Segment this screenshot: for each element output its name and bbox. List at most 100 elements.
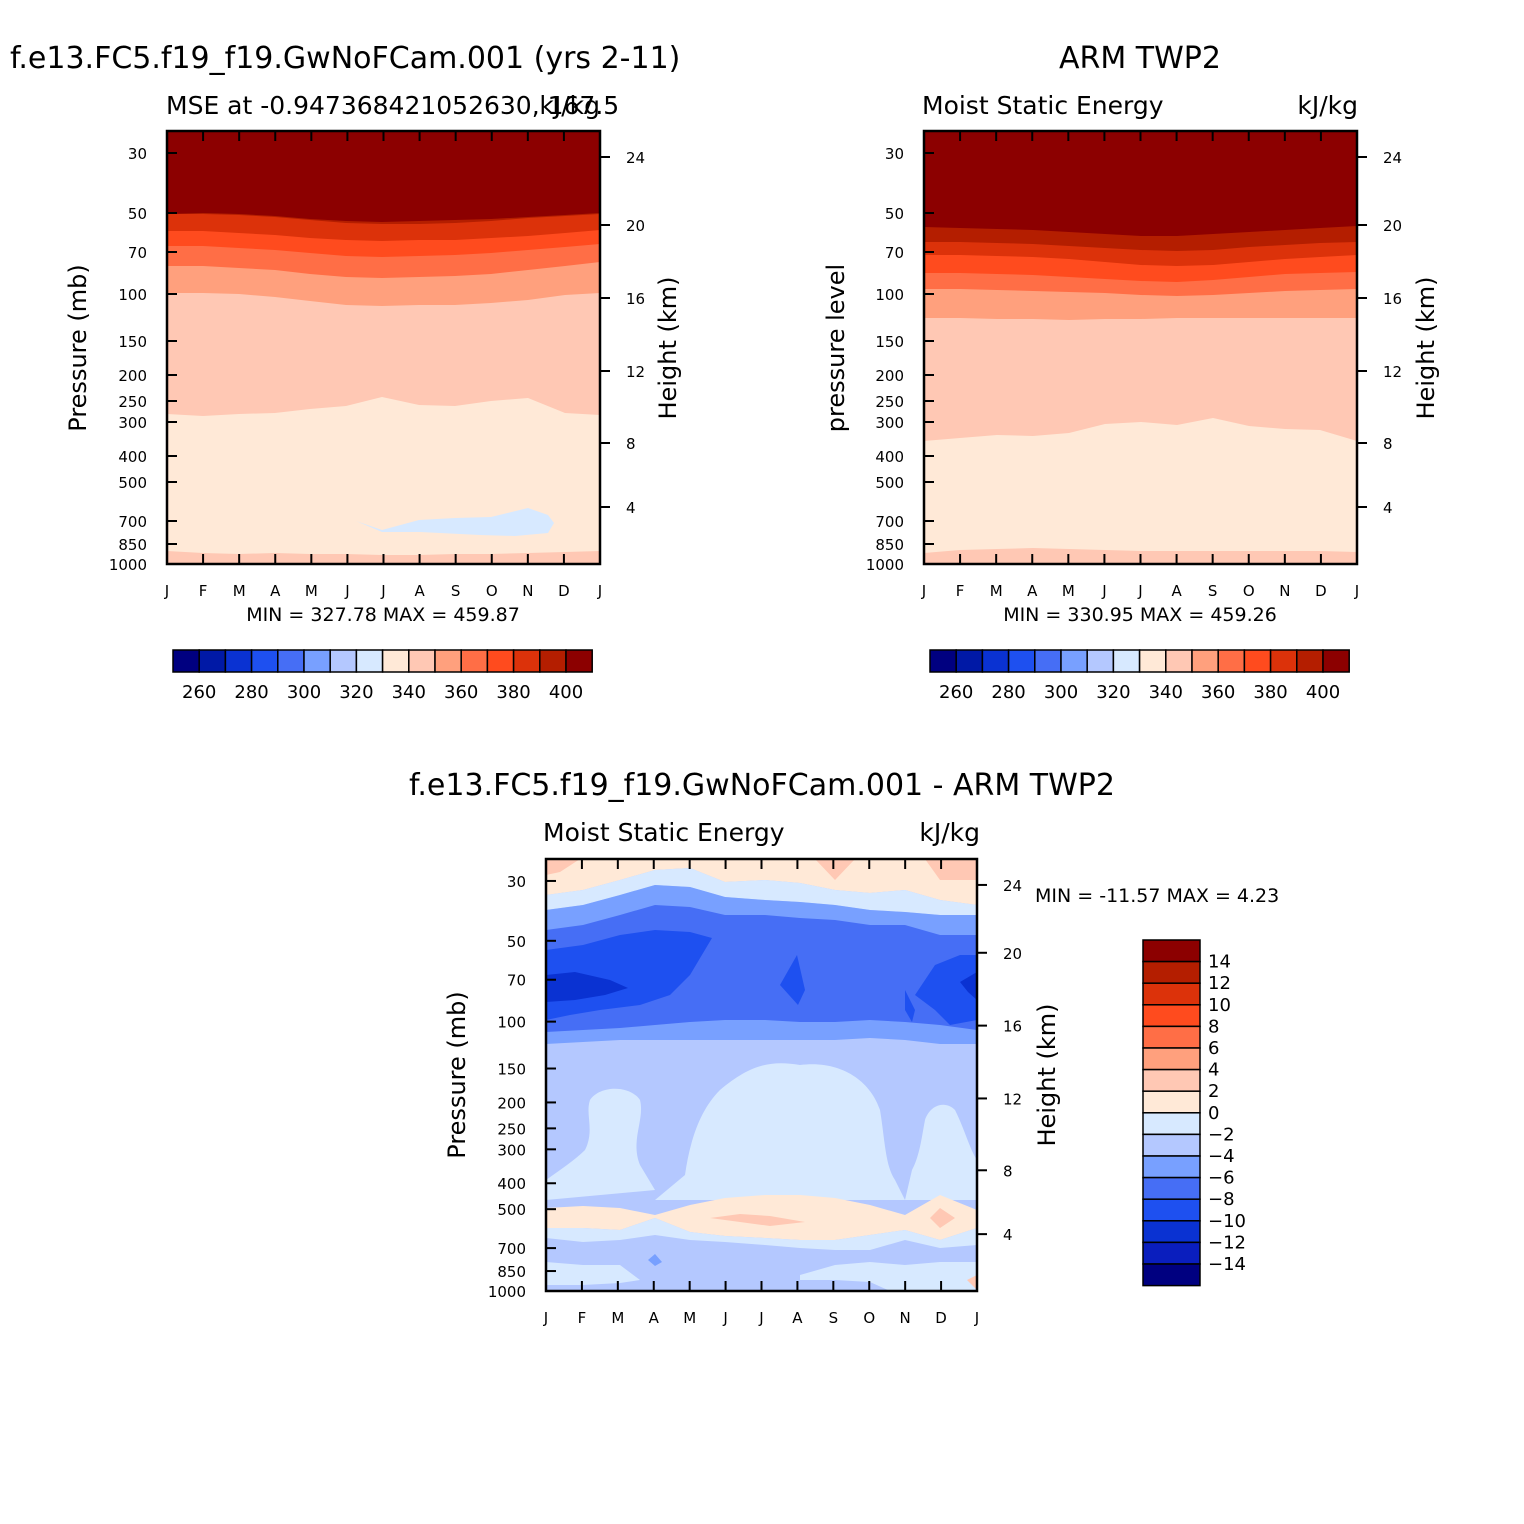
diff-y-tick-label: 200 xyxy=(497,1094,526,1112)
obs-colorbar-label: 280 xyxy=(991,682,1025,703)
model-x-tick-label: J xyxy=(597,582,602,600)
diff-colorbar-box xyxy=(1142,1025,1201,1049)
obs-y-tick-label: 300 xyxy=(875,414,904,432)
model-y-tick-label: 500 xyxy=(118,474,147,492)
diff-x-tick-label: S xyxy=(829,1309,839,1327)
obs-y2-tick-label: 4 xyxy=(1383,499,1393,517)
obs-y-tick-label: 200 xyxy=(875,367,904,385)
diff-y2-tick-label: 24 xyxy=(1003,877,1022,895)
diff-x-tick-label: O xyxy=(863,1309,875,1327)
diff-x-tick-label: J xyxy=(758,1309,763,1327)
diff-x-tick-label: M xyxy=(683,1309,696,1327)
obs-y2-tick-label: 20 xyxy=(1383,217,1402,235)
model-colorbar-box xyxy=(460,649,489,673)
obs-colorbar-box xyxy=(1112,649,1141,673)
model-y-tick-label: 700 xyxy=(118,513,147,531)
obs-x-tick-label: J xyxy=(1137,582,1142,600)
obs-x-tick-label: J xyxy=(1354,582,1359,600)
diff-y-tick-label: 250 xyxy=(497,1120,526,1138)
diff-500-patch xyxy=(710,1214,805,1226)
model-x-tick-label: S xyxy=(451,582,461,600)
model-colorbar-label: 380 xyxy=(496,682,530,703)
diff-min-max: MIN = -11.57 MAX = 4.23 xyxy=(1035,885,1279,907)
obs-colorbar-box xyxy=(1086,649,1115,673)
model-panel: f.e13.FC5.f19_f19.GwNoFCam.001 (yrs 2-11… xyxy=(10,41,682,703)
model-colorbar-label: 320 xyxy=(339,682,373,703)
diff-x-tick-label: A xyxy=(649,1309,660,1327)
diff-y-tick-label: 1000 xyxy=(488,1283,526,1301)
diff-mid-light-left xyxy=(546,1088,655,1200)
obs-x-tick-label: F xyxy=(956,582,965,600)
model-x-tick-label: J xyxy=(164,582,169,600)
obs-min-max: MIN = 330.95 MAX = 459.26 xyxy=(1003,604,1277,626)
obs-colorbar-label: 300 xyxy=(1044,682,1078,703)
diff-y2-tick-label: 20 xyxy=(1003,945,1022,963)
model-colorbar-box xyxy=(486,649,515,673)
diff-band-minus10-b xyxy=(960,972,977,1000)
model-x-tick-label: J xyxy=(380,582,385,600)
diff-x-tick-label: F xyxy=(578,1309,587,1327)
diff-colorbar-label: −8 xyxy=(1208,1189,1235,1210)
obs-colorbar-box xyxy=(955,649,984,673)
obs-colorbar: 260 280 300 320 340 360 380 400 xyxy=(929,649,1350,703)
model-y2-tick-label: 8 xyxy=(626,435,636,453)
model-x-tick-label: O xyxy=(486,582,498,600)
diff-y-tick-label: 100 xyxy=(497,1014,526,1032)
obs-y-tick-label: 700 xyxy=(875,513,904,531)
diff-y-tick-label: 400 xyxy=(497,1175,526,1193)
model-x-tick-label: F xyxy=(199,582,208,600)
diff-colorbar-label: −14 xyxy=(1208,1254,1246,1275)
diff-panel-title: f.e13.FC5.f19_f19.GwNoFCam.001 - ARM TWP… xyxy=(409,768,1115,803)
obs-colorbar-box xyxy=(1191,649,1219,673)
model-x-tick-label: A xyxy=(414,582,425,600)
model-colorbar-label: 400 xyxy=(549,682,583,703)
model-colorbar: 260 280 300 320 340 360 380 400 xyxy=(172,649,593,703)
model-y-tick-label: 1000 xyxy=(109,556,147,574)
model-x-tick-label: N xyxy=(522,582,533,600)
diff-top-patch-1 xyxy=(815,859,855,880)
diff-y2-tick-label: 16 xyxy=(1003,1018,1022,1036)
diff-y-tick-label: 50 xyxy=(507,933,526,951)
diff-colorbar-box xyxy=(1142,960,1201,984)
obs-y2-tick-label: 16 xyxy=(1383,290,1402,308)
model-colorbar-box xyxy=(381,649,410,673)
obs-y-tick-label: 850 xyxy=(875,536,904,554)
obs-left-label: Moist Static Energy xyxy=(922,91,1164,120)
model-y-tick-label: 400 xyxy=(118,448,147,466)
diff-colorbar-label: 8 xyxy=(1208,1016,1219,1037)
model-colorbar-box xyxy=(512,649,541,673)
diff-x-tick-label: A xyxy=(792,1309,803,1327)
obs-y2-tick-label: 8 xyxy=(1383,435,1393,453)
diff-x-tick-label: M xyxy=(611,1309,624,1327)
model-x-tick-label: M xyxy=(305,582,318,600)
obs-y-tick-label: 30 xyxy=(885,145,904,163)
diff-colorbar-box xyxy=(1142,939,1201,963)
model-colorbar-box xyxy=(198,649,227,673)
diff-x-tick-label: D xyxy=(935,1309,947,1327)
diff-y-tick-label: 70 xyxy=(507,972,526,990)
diff-colorbar-label: −10 xyxy=(1208,1211,1246,1232)
obs-colorbar-box xyxy=(1322,649,1350,673)
model-left-label: MSE at -0.947368421052630, 167.5 xyxy=(166,91,619,120)
model-colorbar-box xyxy=(434,649,462,673)
obs-y-axis: 30 50 70 100 150 200 250 300 400 500 700 850 1000 xyxy=(866,145,934,574)
obs-colorbar-box xyxy=(1165,649,1193,673)
model-y-tick-label: 70 xyxy=(128,244,147,262)
obs-y2-tick-label: 12 xyxy=(1383,363,1402,381)
obs-colorbar-box xyxy=(1034,649,1062,673)
model-x-tick-label: J xyxy=(344,582,349,600)
model-colorbar-label: 300 xyxy=(287,682,321,703)
obs-colorbar-box xyxy=(1243,649,1272,673)
diff-colorbar-label: −12 xyxy=(1208,1232,1246,1253)
obs-x-tick-label: M xyxy=(990,582,1003,600)
obs-y-tick-label: 400 xyxy=(875,448,904,466)
model-y-tick-label: 300 xyxy=(118,414,147,432)
model-colorbar-box xyxy=(303,649,331,673)
diff-y-tick-label: 30 xyxy=(507,873,526,891)
model-y-tick-label: 50 xyxy=(128,205,147,223)
model-panel-title: f.e13.FC5.f19_f19.GwNoFCam.001 (yrs 2-11… xyxy=(10,41,680,76)
diff-colorbar-label: 10 xyxy=(1208,995,1231,1016)
diff-colorbar-label: 2 xyxy=(1208,1081,1219,1102)
diff-colorbar-box xyxy=(1142,1241,1201,1265)
